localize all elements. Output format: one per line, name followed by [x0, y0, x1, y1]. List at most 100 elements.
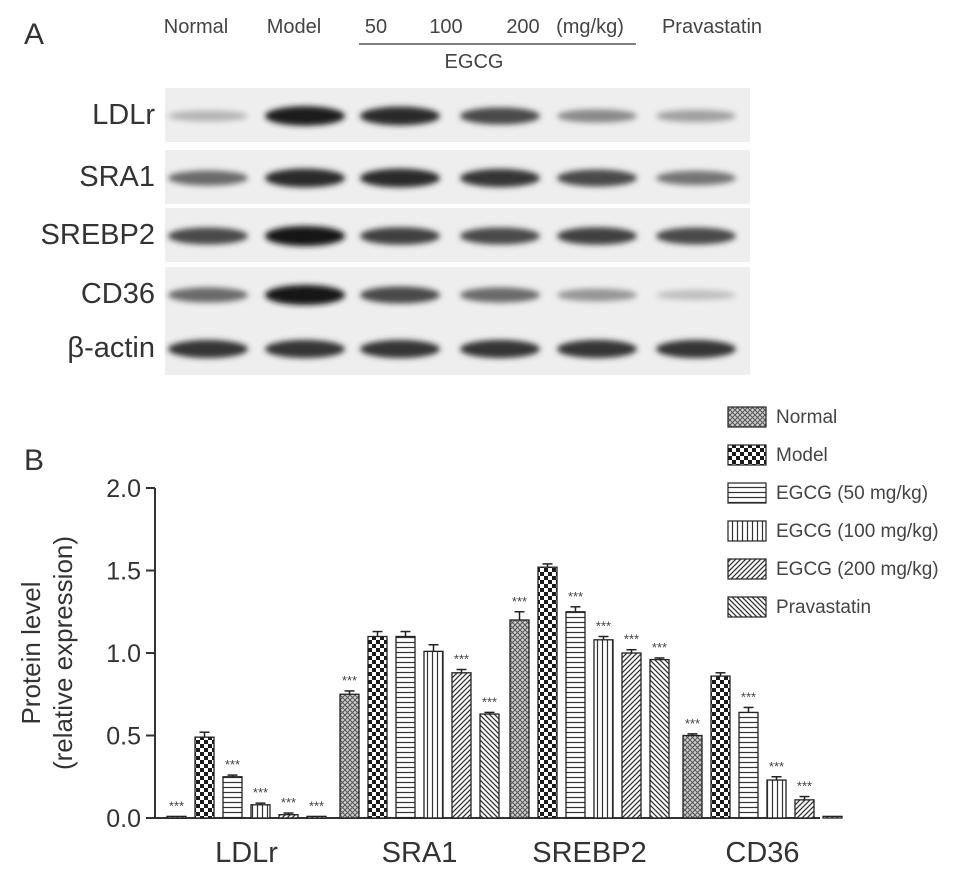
blot-band	[360, 339, 440, 359]
significance-marker: ***	[652, 640, 667, 655]
blot-band	[265, 339, 345, 359]
bar-sra1-egcg-200-mg-kg	[451, 672, 472, 819]
blot-band	[360, 227, 440, 245]
bar-ldlr-pravastatin	[306, 815, 327, 819]
legend-item-model: Model	[727, 444, 828, 466]
bar-ldlr-normal	[166, 815, 187, 819]
blot-band	[557, 109, 637, 123]
egcg-group-label: EGCG	[445, 51, 504, 73]
panel-a-label: A	[24, 18, 44, 51]
lane-label-egcg-50: 50	[365, 16, 387, 38]
blot-band	[460, 227, 540, 245]
blot-band	[557, 227, 637, 245]
lane-label-dose-unit: (mg/kg)	[556, 16, 624, 38]
significance-marker: ***	[309, 798, 324, 813]
legend-label: Pravastatin	[776, 597, 871, 618]
bar-sra1-normal	[339, 693, 360, 819]
legend-swatch	[727, 520, 767, 542]
significance-marker: ***	[281, 795, 296, 810]
bar-srebp2-normal	[509, 619, 530, 819]
legend-item-egcg-100-mg-kg: EGCG (100 mg/kg)	[727, 520, 939, 542]
bar-sra1-model	[367, 635, 388, 819]
blot-row-label: SREBP2	[41, 219, 155, 251]
blot-band	[460, 287, 540, 303]
significance-marker: ***	[512, 594, 527, 609]
significance-marker: ***	[769, 759, 784, 774]
legend-item-egcg-200-mg-kg: EGCG (200 mg/kg)	[727, 558, 939, 580]
x-category-label: CD36	[725, 837, 799, 869]
legend-label: Normal	[776, 407, 837, 428]
y-tick-label: 1.5	[106, 558, 141, 586]
blot-row-label: CD36	[81, 278, 155, 310]
blot-band	[557, 169, 637, 187]
legend-swatch	[727, 406, 767, 428]
bar-cd36-egcg-200-mg-kg	[794, 799, 815, 819]
panel-a-western-blot: A Normal Model 50 100 200 (mg/kg) Pravas…	[24, 16, 762, 375]
bar-srebp2-pravastatin	[649, 658, 670, 819]
significance-marker: ***	[454, 652, 469, 667]
blot-band	[265, 106, 345, 126]
panel-b-bar-chart: B Protein level (relative expression) 0.…	[16, 406, 939, 869]
blot-row-cd36: CD36	[81, 267, 750, 321]
blot-band	[168, 110, 248, 122]
blot-row-label: LDLr	[92, 99, 155, 131]
x-axis: LDLr SRA1 SREBP2 CD36	[155, 817, 820, 869]
legend: Normal Model EGCG (50 mg/kg) EGCG (100 mg/k…	[727, 406, 939, 618]
blot-band	[168, 227, 248, 245]
lane-label-egcg-200: 200	[506, 16, 539, 38]
bar-cd36-egcg-100-mg-kg	[766, 779, 787, 819]
blot-band	[265, 226, 345, 246]
significance-marker: ***	[225, 757, 240, 772]
blot-band	[656, 289, 736, 301]
significance-marker: ***	[797, 779, 812, 794]
lane-label-pravastatin: Pravastatin	[662, 16, 762, 38]
blot-band	[460, 107, 540, 125]
bar-group-sra1: *** *** ***	[339, 630, 500, 819]
blot-rows: LDLr SRA1 SREBP2 CD36 β-actin	[41, 88, 750, 375]
x-category-label: SRA1	[382, 837, 458, 869]
bar-srebp2-model	[537, 566, 558, 819]
blot-band	[360, 106, 440, 126]
panel-b-label: B	[24, 444, 44, 477]
significance-marker: ***	[624, 632, 639, 647]
y-tick-label: 2.0	[106, 475, 141, 503]
bar-ldlr-egcg-50-mg-kg	[222, 776, 243, 819]
legend-label: EGCG (200 mg/kg)	[776, 559, 939, 580]
lane-label-model: Model	[267, 16, 321, 38]
blot-band	[168, 170, 248, 186]
legend-swatch	[727, 596, 767, 618]
bar-srebp2-egcg-50-mg-kg	[565, 611, 586, 819]
blot-row-ldlr: LDLr	[92, 88, 750, 142]
bar-group-cd36: *** *** *** ***	[682, 672, 843, 819]
legend-item-pravastatin: Pravastatin	[727, 596, 871, 618]
bar-sra1-egcg-100-mg-kg	[423, 650, 444, 819]
blot-strip-background	[165, 321, 750, 375]
bar-group-srebp2: *** *** *** *** ***	[509, 563, 670, 819]
significance-marker: ***	[169, 798, 184, 813]
bar-group-ldlr: *** *** *** *** ***	[166, 731, 327, 819]
blot-strip-background	[165, 267, 750, 321]
blot-band	[557, 339, 637, 359]
blot-band	[360, 286, 440, 304]
bar-cd36-normal	[682, 734, 703, 819]
y-tick-label: 1.0	[106, 640, 141, 668]
lane-label-egcg-100: 100	[429, 16, 462, 38]
legend-item-egcg-50-mg-kg: EGCG (50 mg/kg)	[727, 482, 928, 504]
bar-series: ************ *************** *************…	[166, 563, 843, 819]
bar-ldlr-egcg-200-mg-kg	[278, 814, 299, 819]
bar-ldlr-model	[194, 736, 215, 819]
significance-marker: ***	[482, 694, 497, 709]
blot-row-srebp2: SREBP2	[41, 208, 750, 262]
legend-item-normal: Normal	[727, 406, 837, 428]
y-tick-label: 0.5	[106, 723, 141, 751]
blot-band	[656, 227, 736, 245]
y-axis-label-line2: (relative expression)	[48, 536, 78, 770]
bar-ldlr-egcg-100-mg-kg	[250, 804, 271, 819]
legend-label: EGCG (100 mg/kg)	[776, 521, 939, 542]
significance-marker: ***	[253, 785, 268, 800]
blot-band	[265, 168, 345, 188]
legend-swatch	[727, 482, 767, 504]
blot-strip-background	[165, 208, 750, 262]
blot-band	[460, 168, 540, 188]
legend-label: EGCG (50 mg/kg)	[776, 483, 928, 504]
